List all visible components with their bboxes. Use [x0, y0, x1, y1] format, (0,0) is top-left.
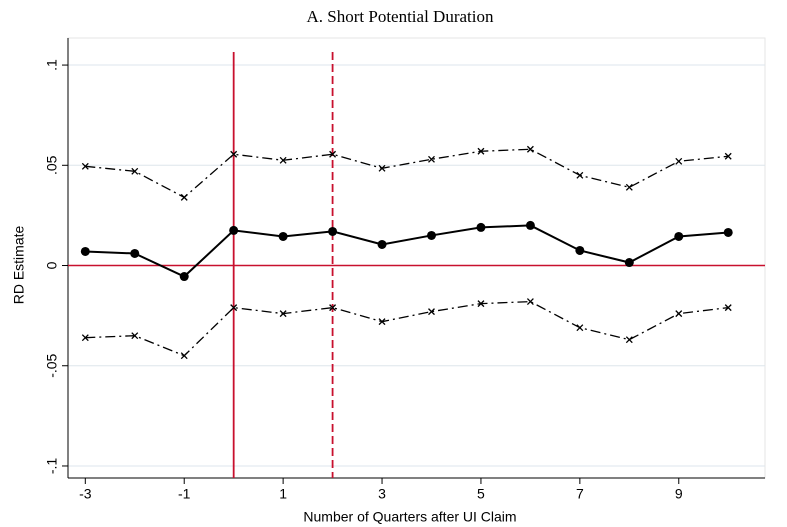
y-tick-label: -.1: [44, 458, 60, 475]
point: [428, 155, 435, 163]
y-tick-label: 0: [44, 261, 60, 269]
point: [576, 171, 584, 179]
point: [576, 324, 584, 332]
y-tick-label: -.05: [44, 353, 60, 377]
point: [525, 220, 535, 230]
y-axis-label: RD Estimate: [11, 226, 27, 305]
x-tick-label: -3: [79, 486, 92, 502]
point: [675, 157, 683, 165]
point: [526, 298, 534, 306]
point: [81, 334, 89, 342]
series-line: [85, 300, 729, 357]
point: [377, 239, 387, 249]
point: [477, 300, 485, 308]
point: [131, 332, 139, 340]
point: [378, 318, 386, 326]
x-tick-label: 5: [477, 486, 485, 502]
point: [724, 304, 732, 312]
point: [329, 304, 337, 312]
point: [279, 156, 287, 164]
series-line: [85, 148, 729, 199]
point: [329, 150, 337, 158]
point: [625, 336, 633, 344]
point: [477, 147, 485, 155]
point: [328, 226, 338, 236]
y-tick-label: .05: [44, 155, 60, 175]
x-tick-label: 3: [378, 486, 386, 502]
point: [575, 245, 585, 255]
point: [230, 150, 238, 158]
series-line: [85, 224, 729, 278]
chart-title: A. Short Potential Duration: [307, 7, 494, 26]
x-axis-label: Number of Quarters after UI Claim: [303, 509, 516, 525]
point: [130, 248, 140, 258]
plot-frame: [67, 37, 766, 479]
point: [724, 152, 732, 160]
point: [229, 225, 239, 235]
point: [80, 246, 90, 256]
point: [378, 164, 386, 172]
point: [476, 222, 486, 232]
point: [674, 231, 684, 241]
point: [428, 308, 435, 316]
point: [675, 310, 683, 318]
point: [81, 162, 89, 170]
y-tick-label: .1: [44, 59, 60, 71]
x-tick-label: 7: [576, 486, 584, 502]
point: [230, 304, 238, 312]
x-tick-label: 1: [279, 486, 287, 502]
point: [624, 258, 634, 268]
point: [278, 231, 288, 241]
point: [131, 167, 139, 175]
point: [723, 227, 733, 237]
point: [180, 352, 188, 360]
point: [179, 272, 189, 282]
point: [526, 145, 534, 153]
x-tick-label: 9: [675, 486, 683, 502]
point: [180, 193, 188, 201]
point: [426, 230, 436, 240]
point: [279, 310, 287, 318]
x-tick-label: -1: [178, 486, 191, 502]
point: [625, 183, 633, 191]
